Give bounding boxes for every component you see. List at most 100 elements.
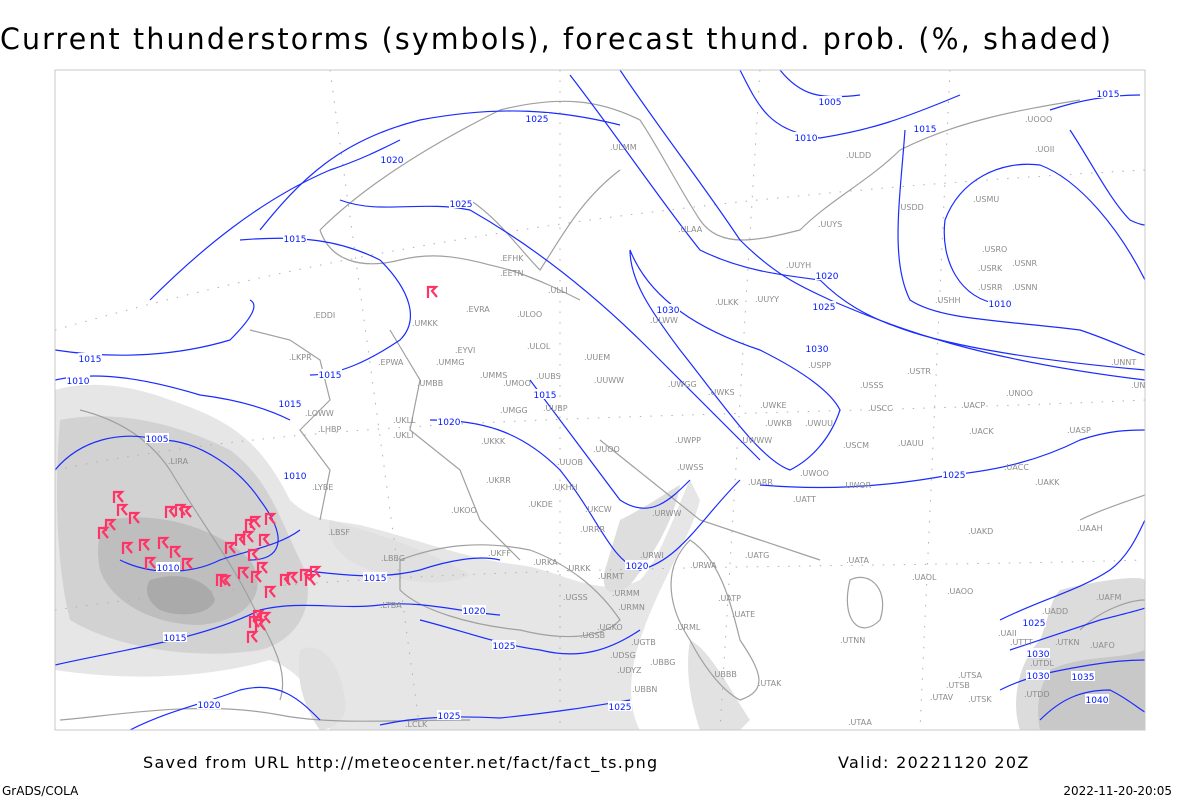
- thunderstorm-symbol-icon: [181, 557, 194, 570]
- station-label: .URWI: [640, 551, 664, 560]
- isobar-label: 1015: [318, 369, 342, 381]
- station-label: .UATA: [846, 556, 870, 565]
- svg-text:1020: 1020: [463, 607, 486, 617]
- station-label: .UWSS: [677, 463, 703, 472]
- station-label: .EFHK: [500, 254, 524, 263]
- thunderstorm-symbol-icon: [112, 490, 125, 503]
- station-label: .USRR: [978, 283, 1003, 292]
- svg-text:1025: 1025: [438, 712, 461, 722]
- station-label: .LBSF: [328, 528, 350, 537]
- station-label: .UWKS: [708, 388, 735, 397]
- svg-text:1010: 1010: [67, 377, 90, 387]
- station-label: .UUWW: [594, 376, 624, 385]
- station-label: .USSS: [860, 381, 884, 390]
- source-url-text: Saved from URL http://meteocenter.net/fa…: [143, 753, 659, 772]
- station-label: .UACK: [969, 427, 994, 436]
- station-label: .USCC: [868, 404, 893, 413]
- generated-timestamp: 2022-11-20-20:05: [1063, 784, 1172, 798]
- isobar-label: 1020: [815, 270, 839, 282]
- station-label: .LTBA: [380, 601, 402, 610]
- svg-text:1005: 1005: [819, 98, 842, 108]
- svg-text:1025: 1025: [526, 115, 549, 125]
- isobar-label: 1015: [78, 353, 102, 365]
- station-label: .UKFF: [488, 549, 511, 558]
- station-label: .UDSG: [610, 651, 636, 660]
- station-label: .UMOO: [503, 379, 531, 388]
- svg-text:1015: 1015: [1097, 90, 1120, 100]
- thunderstorm-symbol-icon: [254, 618, 267, 631]
- station-label: .EYVI: [455, 346, 475, 355]
- station-label: .UTSK: [968, 695, 992, 704]
- svg-text:1015: 1015: [319, 371, 342, 381]
- station-label: .URMN: [618, 603, 645, 612]
- station-label: .UARR: [748, 478, 773, 487]
- thunderstorm-symbol-icon: [144, 556, 157, 569]
- station-label: .UAAH: [1077, 524, 1103, 533]
- isobar-label: 1040: [1085, 694, 1109, 706]
- thunderstorm-symbol-icon: [97, 526, 110, 539]
- station-label: .LHBP: [318, 425, 342, 434]
- station-label: .UACP: [961, 401, 985, 410]
- station-label: .UOOO: [1025, 115, 1052, 124]
- station-label: .UUOB: [557, 458, 583, 467]
- thunderstorm-symbol-icon: [157, 536, 170, 549]
- svg-text:1010: 1010: [989, 300, 1012, 310]
- station-label: .UTKN: [1055, 638, 1080, 647]
- station-label: .UNOO: [1006, 389, 1033, 398]
- isobar-label: 1015: [163, 632, 187, 644]
- station-label: .LYBE: [312, 483, 333, 492]
- station-label: .USHH: [935, 296, 961, 305]
- station-label: .ULWW: [650, 316, 678, 325]
- station-label: .UUYS: [818, 220, 842, 229]
- coastlines-borders: [59, 99, 1145, 722]
- station-label: .UAII: [998, 629, 1017, 638]
- thunderstorm-symbol-icon: [242, 530, 255, 543]
- station-label: .UTAK: [758, 679, 782, 688]
- station-label: .UUYY: [755, 295, 779, 304]
- thunderstorm-symbol-icon: [138, 538, 151, 551]
- station-label: .UWKE: [760, 401, 787, 410]
- thunderstorm-symbol-icon: [121, 541, 134, 554]
- thunderstorm-symbol-icon: [116, 503, 129, 516]
- isobar-label: 1020: [625, 560, 649, 572]
- isobar-label: 1005: [145, 433, 169, 445]
- isobar-label: 1010: [988, 298, 1012, 310]
- station-label: .UUYH: [786, 261, 811, 270]
- station-label: .ULDD: [846, 151, 871, 160]
- station-label: .UMMG: [436, 358, 464, 367]
- station-label: .EETN: [500, 269, 524, 278]
- station-label: .UTSA: [958, 671, 983, 680]
- station-label: .UWOO: [800, 469, 829, 478]
- station-label: .UOII: [1035, 145, 1054, 154]
- svg-text:1020: 1020: [626, 562, 649, 572]
- svg-text:1015: 1015: [284, 235, 307, 245]
- svg-text:1015: 1015: [79, 355, 102, 365]
- svg-text:1015: 1015: [364, 574, 387, 584]
- valid-time: Valid: 20221120 20Z: [838, 753, 1030, 772]
- thunderstorm-symbol-icon: [264, 512, 277, 525]
- station-label: .UTDL: [1030, 659, 1054, 668]
- station-label: .UAFO: [1090, 641, 1115, 650]
- thunderstorm-symbol-icon: [128, 511, 141, 524]
- isobar-label: 1020: [462, 605, 486, 617]
- station-label: .USDD: [898, 203, 924, 212]
- isobars: [55, 70, 1145, 730]
- station-label: .UWOR: [843, 481, 872, 490]
- thunderstorm-symbol-icon: [304, 573, 317, 586]
- station-label: .USPP: [808, 361, 831, 370]
- station-label: .URKA: [533, 558, 558, 567]
- station-label: .UAFM: [1096, 593, 1121, 602]
- station-label: .USCM: [843, 441, 869, 450]
- isobar-labels: 1025 1020 1025 1015 1005 1010 1015 1015 1020 1025…: [66, 88, 1120, 722]
- station-label: .LOWW: [305, 409, 334, 418]
- map-frame: [54, 69, 1146, 731]
- station-label: .UAOL: [912, 573, 937, 582]
- station-label: .URMT: [598, 572, 624, 581]
- isobar-label: 1010: [283, 470, 307, 482]
- svg-text:1025: 1025: [813, 303, 836, 313]
- thunderstorm-symbol-icon: [169, 545, 182, 558]
- station-label: .ULOL: [527, 342, 551, 351]
- svg-text:1030: 1030: [1027, 672, 1050, 682]
- station-label: .UKHH: [552, 483, 578, 492]
